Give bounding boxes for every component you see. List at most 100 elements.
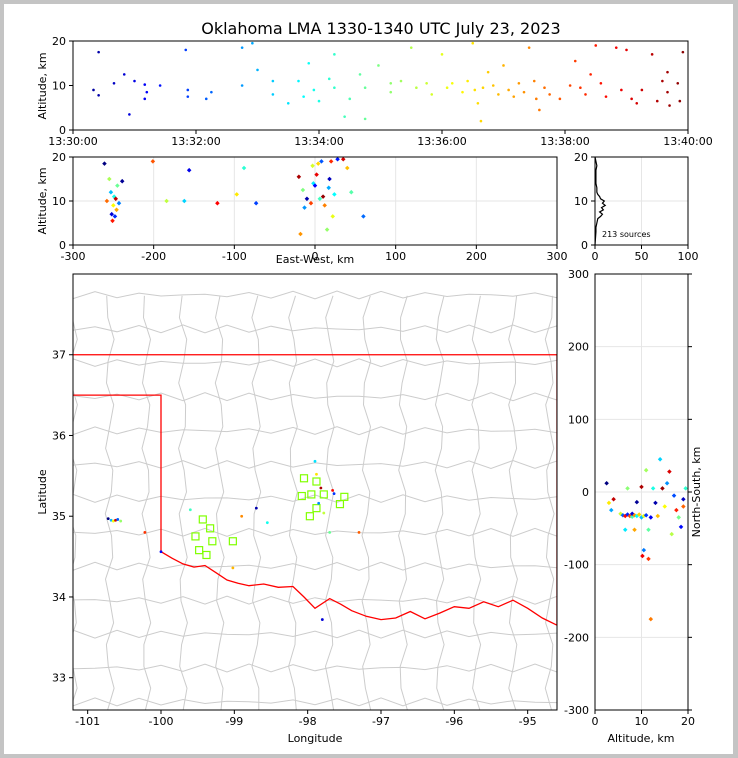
time-altitude-point bbox=[522, 90, 526, 94]
lma-station bbox=[335, 500, 345, 509]
time-altitude-point bbox=[535, 97, 538, 101]
time-altitude-point bbox=[681, 50, 685, 54]
eastwest-altitude-panel: -300 -200 -100 0 100 200 300 0 10 20 East-West, k… bbox=[36, 151, 568, 266]
x-tick-label: -101 bbox=[75, 715, 100, 728]
eastwest-altitude-point bbox=[150, 159, 156, 164]
county-line bbox=[73, 324, 557, 334]
eastwest-altitude-point bbox=[328, 159, 334, 164]
eastwest-altitude-point bbox=[111, 203, 116, 208]
time-altitude-point bbox=[122, 73, 126, 76]
lma-station bbox=[312, 504, 321, 513]
y-tick-label: 36 bbox=[52, 429, 66, 442]
time-altitude-point bbox=[145, 90, 149, 94]
altitude-northsouth-point bbox=[641, 547, 647, 553]
x-tick-label: 100 bbox=[385, 250, 406, 263]
altitude-northsouth-point bbox=[611, 497, 616, 502]
eastwest-altitude-point bbox=[107, 176, 112, 182]
time-altitude-point bbox=[527, 46, 531, 49]
y-tick-label: 0 bbox=[59, 124, 66, 137]
altitude-northsouth-point bbox=[674, 507, 679, 513]
eastwest-altitude-point bbox=[113, 196, 119, 202]
altitude-northsouth-point bbox=[643, 512, 649, 518]
altitude-northsouth-point bbox=[671, 493, 677, 498]
time-altitude-point bbox=[594, 44, 598, 47]
time-altitude-point bbox=[625, 48, 628, 52]
eastwest-altitude-point bbox=[104, 198, 110, 204]
time-altitude-point bbox=[204, 97, 208, 101]
time-altitude-point bbox=[143, 83, 147, 86]
time-altitude-point bbox=[240, 46, 244, 49]
county-line bbox=[398, 295, 408, 710]
x-tick-label: 100 bbox=[678, 250, 699, 263]
altitude-northsouth-point bbox=[622, 527, 628, 533]
eastwest-altitude-point bbox=[326, 185, 331, 191]
x-tick-label: 13:38:00 bbox=[540, 135, 589, 148]
altitude-northsouth-point bbox=[660, 486, 665, 491]
y-tick-label: 300 bbox=[568, 268, 589, 281]
time-altitude-point bbox=[409, 46, 413, 49]
time-altitude-point bbox=[543, 86, 546, 90]
plan-view-point bbox=[111, 519, 115, 523]
time-altitude-point bbox=[668, 104, 671, 107]
plan-view-point bbox=[119, 519, 123, 523]
eastwest-altitude-point bbox=[332, 192, 337, 197]
time-altitude-point bbox=[476, 102, 480, 105]
time-altitude-point bbox=[568, 84, 572, 87]
time-altitude-point bbox=[497, 93, 500, 96]
time-altitude-point bbox=[333, 53, 336, 56]
time-altitude-point bbox=[532, 79, 536, 83]
eastwest-altitude-grid bbox=[72, 156, 558, 246]
x-tick-label: -95 bbox=[519, 715, 537, 728]
y-tick-label: 10 bbox=[52, 80, 66, 93]
time-altitude-point bbox=[630, 97, 633, 101]
x-tick-label: 13:32:00 bbox=[171, 135, 220, 148]
x-tick-label: 0 bbox=[592, 250, 599, 263]
time-altitude-point bbox=[327, 77, 331, 81]
plan-view-point bbox=[254, 506, 258, 510]
altitude-histogram-line bbox=[594, 156, 607, 246]
altitude-histogram-ticks: 0 50 100 0 10 20 bbox=[574, 151, 699, 263]
y-tick-label: -300 bbox=[564, 704, 589, 717]
y-tick-label: 200 bbox=[568, 341, 589, 354]
lma-station bbox=[191, 532, 200, 541]
plan-view-points bbox=[106, 459, 361, 621]
altitude-northsouth-point bbox=[632, 527, 637, 533]
time-altitude-point bbox=[158, 84, 162, 87]
eastwest-altitude-point bbox=[315, 161, 321, 166]
time-altitude-point bbox=[650, 53, 654, 56]
time-altitude-point bbox=[430, 93, 434, 96]
altitude-northsouth-point bbox=[650, 486, 656, 491]
time-altitude-point bbox=[466, 79, 469, 83]
altitude-northsouth-point bbox=[606, 500, 612, 506]
plan-view-point bbox=[331, 488, 334, 492]
time-altitude-point bbox=[538, 108, 541, 112]
county-line bbox=[288, 295, 298, 710]
time-altitude-point bbox=[186, 95, 190, 98]
x-tick-label: -99 bbox=[225, 715, 243, 728]
plan-view-xlabel: Longitude bbox=[288, 732, 343, 745]
time-altitude-point bbox=[666, 90, 669, 94]
altitude-northsouth-point bbox=[609, 507, 614, 513]
x-tick-label: 0 bbox=[592, 715, 599, 728]
lma-station bbox=[340, 492, 349, 501]
altitude-histogram-panel: 0 50 100 0 10 20 213 sources bbox=[574, 151, 699, 263]
time-altitude-point bbox=[655, 99, 659, 103]
time-altitude-point bbox=[440, 53, 444, 56]
time-altitude-point bbox=[599, 81, 603, 85]
eastwest-altitude-point bbox=[340, 156, 346, 162]
lma-station bbox=[299, 474, 309, 483]
figure: Oklahoma LMA 1330-1340 UTC July 23, 2023… bbox=[36, 19, 713, 745]
time-altitude-point bbox=[363, 117, 367, 121]
y-tick-label: 35 bbox=[52, 510, 66, 523]
time-altitude-point bbox=[502, 64, 505, 67]
lma-station bbox=[195, 546, 204, 555]
time-altitude-point bbox=[579, 86, 582, 90]
time-altitude-point bbox=[486, 70, 490, 74]
county-line bbox=[73, 426, 557, 436]
altitude-northsouth-point bbox=[648, 515, 654, 520]
x-tick-label: -96 bbox=[445, 715, 463, 728]
time-altitude-point bbox=[614, 46, 618, 49]
altitude-northsouth-panel: 0 10 20 -300 -200 -100 0 100 200 300 Altitude, km… bbox=[564, 268, 703, 745]
x-tick-label: 13:36:00 bbox=[417, 135, 466, 148]
eastwest-altitude-point bbox=[296, 174, 302, 180]
